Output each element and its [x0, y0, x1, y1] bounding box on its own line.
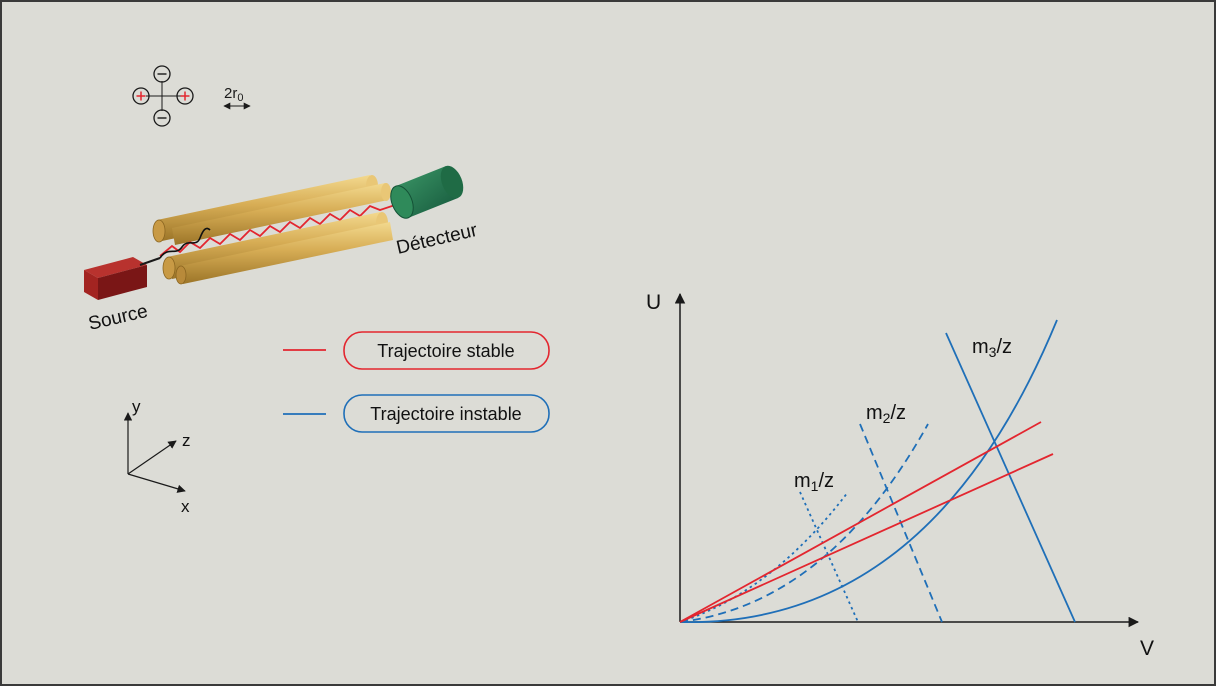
legend-unstable-label: Trajectoire instable: [370, 404, 521, 424]
unstable-trajectory-path: [159, 227, 211, 259]
axis-x-label: x: [181, 497, 190, 516]
stability-diagram: V U m1/z m2/z m3/z: [646, 291, 1154, 660]
legend-stable-entry: Trajectoire stable: [283, 331, 550, 370]
rod-spacing-label: 2r0: [224, 85, 243, 104]
coordinate-axes-3d: y z x: [123, 397, 191, 516]
scan-line-upper: [679, 421, 1042, 623]
positive-rod-left-icon: [132, 87, 150, 105]
axis-z-label: z: [182, 431, 191, 450]
positive-rod-right-icon: [176, 87, 194, 105]
stable-trajectory-path: [159, 203, 399, 257]
m3-stability-boundary-left: [679, 319, 1058, 623]
m2-stability-boundary-left: [679, 423, 929, 623]
m3-curve-label: m3/z: [972, 336, 1012, 360]
negative-rod-top-icon: [153, 65, 171, 83]
legend-unstable-frame: [343, 394, 550, 433]
ion-source-block: [84, 257, 147, 300]
legend: Trajectoire stable Trajectoire instable: [283, 331, 550, 433]
legend-stable-frame: [343, 331, 550, 370]
back-rods: [152, 175, 391, 245]
legend-stable-label: Trajectoire stable: [377, 341, 514, 361]
chart-u-axis-label: U: [646, 291, 661, 314]
m1-curve-label: m1/z: [794, 470, 834, 494]
chart-v-axis-label: V: [1140, 637, 1154, 660]
quadrupole-apparatus: Source Détecteur: [84, 165, 480, 335]
front-rods: [162, 212, 393, 285]
quadrupole-cross-section-icon: 2r0: [132, 65, 251, 127]
axis-y-label: y: [132, 397, 141, 416]
detector-cylinder: [390, 165, 464, 219]
scan-line-lower: [679, 453, 1054, 623]
legend-unstable-entry: Trajectoire instable: [283, 394, 550, 433]
m2-curve-label: m2/z: [866, 402, 906, 426]
m3-stability-boundary-right: [945, 332, 1076, 623]
negative-rod-bottom-icon: [153, 109, 171, 127]
